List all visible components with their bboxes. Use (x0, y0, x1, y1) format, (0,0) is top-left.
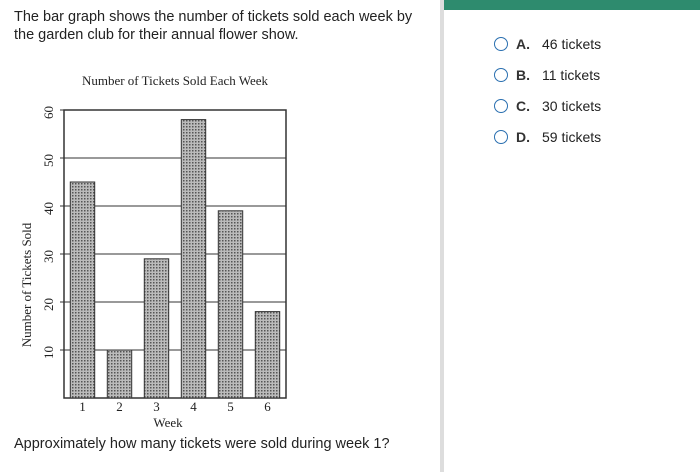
option-text: 11 tickets (542, 67, 601, 83)
bar (106, 349, 133, 399)
option-letter: B. (516, 67, 530, 83)
option[interactable]: C. 30 tickets (494, 98, 601, 114)
radio-button[interactable] (494, 99, 508, 113)
option-text: 30 tickets (542, 98, 602, 114)
answer-panel (444, 0, 700, 472)
bar (143, 258, 170, 399)
top-bar (444, 0, 700, 10)
option-text: 59 tickets (542, 129, 602, 145)
y-tick-label: 50 (41, 154, 56, 167)
bar (217, 210, 244, 399)
x-tick-label: 1 (79, 399, 86, 414)
y-tick-label: 20 (41, 298, 56, 311)
y-axis-label: Number of Tickets Sold (19, 222, 34, 347)
x-tick-label: 2 (116, 399, 123, 414)
option[interactable]: B. 11 tickets (494, 67, 600, 83)
option[interactable]: D. 59 tickets (494, 129, 601, 145)
y-tick-label: 60 (41, 106, 56, 119)
bar (69, 181, 96, 399)
x-tick-label: 6 (264, 399, 271, 414)
option-letter: D. (516, 129, 530, 145)
radio-button[interactable] (494, 68, 508, 82)
divider (440, 0, 444, 472)
y-tick-label: 30 (41, 250, 56, 263)
x-tick-label: 5 (227, 399, 234, 414)
option-text: 46 tickets (542, 36, 602, 52)
y-tick-label: 10 (41, 346, 56, 359)
option[interactable]: A. 46 tickets (494, 36, 601, 52)
option-letter: A. (516, 36, 530, 52)
option-letter: C. (516, 98, 530, 114)
question-prompt: Approximately how many tickets were sold… (14, 436, 390, 452)
x-tick-label: 4 (190, 399, 197, 414)
bar (180, 119, 207, 399)
bar (254, 311, 281, 399)
x-tick-label: 3 (153, 399, 160, 414)
y-tick-label: 40 (41, 202, 56, 215)
radio-button[interactable] (494, 130, 508, 144)
radio-button[interactable] (494, 37, 508, 51)
x-axis-label: Week (153, 415, 183, 430)
question-intro: The bar graph shows the number of ticket… (14, 9, 413, 43)
chart: Number of Tickets Sold Each Week Number … (19, 73, 287, 430)
chart-title: Number of Tickets Sold Each Week (82, 73, 269, 88)
